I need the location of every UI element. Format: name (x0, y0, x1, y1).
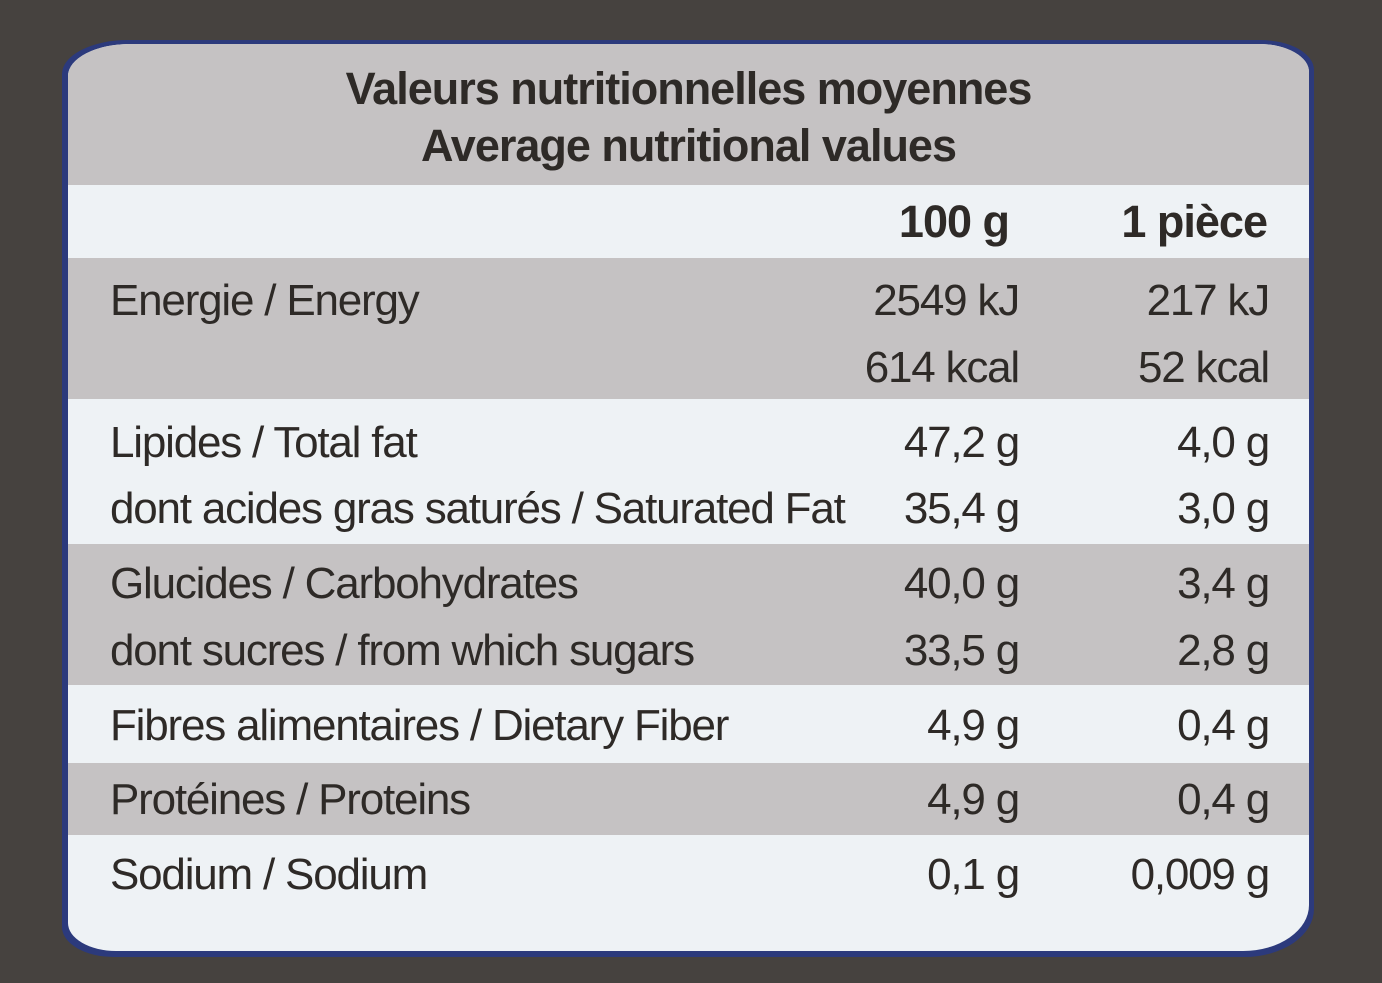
value-100g-fiber: 4,9 g (927, 701, 1020, 750)
row-label-carbohydrates: Glucides / Carbohydrates (110, 559, 579, 608)
carbohydrates-row-band (68, 544, 1309, 685)
column-header-100g: 100 g (898, 196, 1010, 247)
row-label-saturated-fat: dont acides gras saturés / Saturated Fat (110, 484, 846, 533)
value-100g-energy-kj: 2549 kJ (873, 276, 1020, 325)
value-piece-saturated-fat: 3,0 g (1177, 484, 1270, 533)
value-100g-sodium: 0,1 g (927, 850, 1020, 899)
value-piece-fiber: 0,4 g (1177, 701, 1270, 750)
title-french: Valeurs nutritionnelles moyennes (345, 63, 1033, 114)
value-piece-total-fat: 4,0 g (1177, 418, 1270, 467)
title-english: Average nutritional values (420, 120, 957, 171)
value-piece-sodium: 0,009 g (1130, 850, 1271, 899)
row-label-sodium: Sodium / Sodium (110, 850, 428, 899)
nutrition-table-frame: Valeurs nutritionnelles moyennes Average… (62, 40, 1314, 957)
value-piece-energy-kj: 217 kJ (1146, 276, 1271, 325)
energy-row-band (68, 258, 1309, 399)
row-label-sugars: dont sucres / from which sugars (110, 626, 695, 675)
nutrition-table: Valeurs nutritionnelles moyennes Average… (68, 44, 1309, 951)
proteins-row-band (68, 763, 1309, 835)
value-100g-sugars: 33,5 g (903, 626, 1020, 675)
table-header: Valeurs nutritionnelles moyennes Average… (68, 44, 1309, 185)
row-label-proteins: Protéines / Proteins (110, 775, 471, 824)
value-100g-carbohydrates: 40,0 g (903, 559, 1020, 608)
value-piece-carbohydrates: 3,4 g (1177, 559, 1270, 608)
value-100g-energy-kcal: 614 kcal (864, 343, 1020, 392)
value-100g-total-fat: 47,2 g (903, 418, 1020, 467)
row-label-energy: Energie / Energy (110, 276, 420, 325)
value-100g-proteins: 4,9 g (927, 775, 1020, 824)
value-piece-energy-kcal: 52 kcal (1137, 343, 1270, 392)
row-label-total-fat: Lipides / Total fat (110, 418, 418, 467)
value-piece-sugars: 2,8 g (1177, 626, 1270, 675)
value-piece-proteins: 0,4 g (1177, 775, 1270, 824)
column-header-piece: 1 pièce (1121, 196, 1268, 247)
value-100g-saturated-fat: 35,4 g (903, 484, 1020, 533)
row-label-fiber: Fibres alimentaires / Dietary Fiber (110, 701, 729, 750)
